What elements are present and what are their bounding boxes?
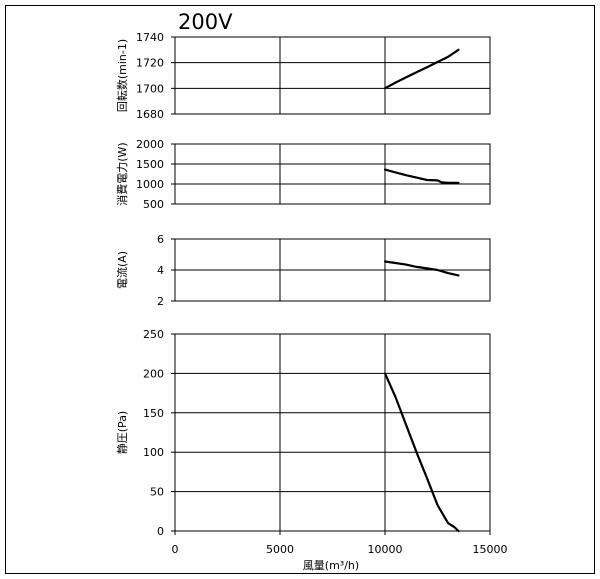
- y-tick-label: 50: [150, 486, 164, 499]
- panel-1: 1680 1700 1720 1740 回転数(min-1): [116, 31, 491, 121]
- y-tick-label: 1000: [136, 178, 164, 191]
- y-tick-label: 150: [143, 407, 164, 420]
- panel-4: 0 50 100 150 200 250 静圧(Pa): [115, 328, 491, 538]
- x-tick-label: 15000: [473, 543, 508, 556]
- y-tick-label: 6: [157, 233, 164, 246]
- y-axis-label: 静圧(Pa): [115, 411, 129, 454]
- panel-2: 500 1000 1500 2000 消費電力(W): [115, 138, 491, 211]
- x-axis: 0 5000 10000 15000: [172, 531, 508, 556]
- panel-frame: [174, 238, 491, 302]
- series-line: [383, 48, 460, 90]
- y-tick-label: 2000: [136, 138, 164, 151]
- y-tick-label: 1740: [136, 31, 164, 44]
- series-line: [383, 372, 460, 533]
- x-tick-label: 0: [172, 543, 179, 556]
- panel-3: 2 4 6 電流(A): [115, 233, 491, 308]
- series-line: [383, 260, 460, 277]
- y-tick-label: 4: [157, 264, 164, 277]
- x-axis-label: 風量(m³/h): [303, 559, 359, 572]
- series-line: [383, 168, 460, 184]
- y-tick-label: 1500: [136, 158, 164, 171]
- y-tick-label: 200: [143, 367, 164, 380]
- panel-frame: [174, 333, 491, 532]
- panel-frame: [174, 36, 491, 115]
- x-tick-label: 10000: [368, 543, 403, 556]
- y-tick-label: 2: [157, 295, 164, 308]
- outer-border: [5, 5, 595, 574]
- y-tick-label: 250: [143, 328, 164, 341]
- y-tick-label: 1720: [136, 57, 164, 70]
- panel-frame: [174, 143, 491, 205]
- y-tick-label: 1680: [136, 108, 164, 121]
- y-axis-label: 消費電力(W): [115, 142, 129, 205]
- chart-title: 200V: [178, 10, 233, 34]
- x-tick-label: 5000: [266, 543, 294, 556]
- chart-panels: 1680170017201740回転数(min-1)50010001500200…: [115, 31, 491, 538]
- y-tick-label: 100: [143, 446, 164, 459]
- y-tick-label: 1700: [136, 82, 164, 95]
- y-axis-label: 回転数(min-1): [116, 39, 129, 112]
- y-tick-label: 0: [157, 525, 164, 538]
- y-tick-label: 500: [143, 198, 164, 211]
- y-axis-label: 電流(A): [115, 251, 129, 289]
